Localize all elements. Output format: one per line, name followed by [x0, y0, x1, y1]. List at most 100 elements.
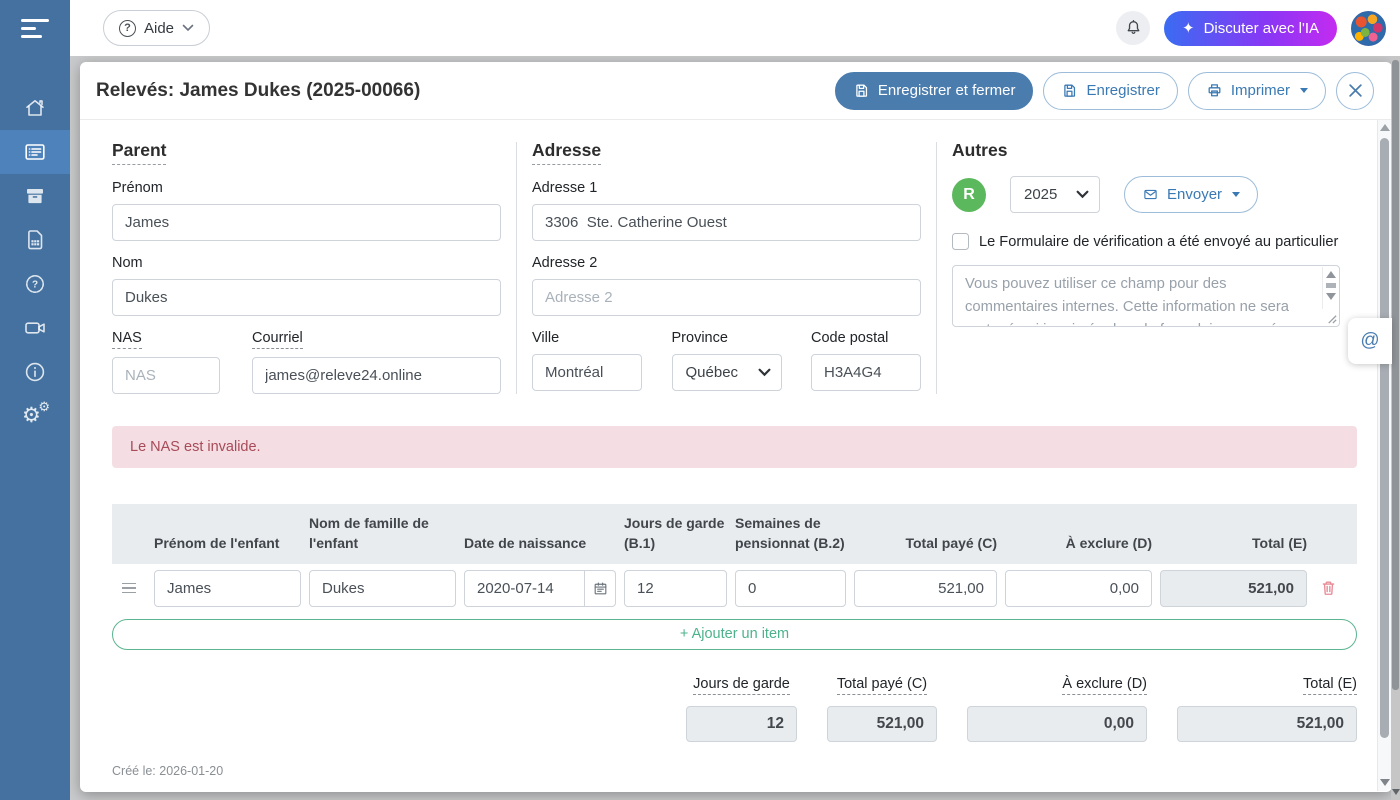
help-button[interactable]: ? Aide: [103, 10, 210, 46]
calendar-icon: [592, 580, 609, 597]
add-item-button[interactable]: + Ajouter un item: [112, 619, 1357, 650]
save-and-close-label: Enregistrer et fermer: [878, 82, 1016, 99]
releve-modal: Relevés: James Dukes (2025-00066) Enregi…: [80, 62, 1392, 792]
address1-field[interactable]: [532, 204, 921, 241]
modal-scrollbar[interactable]: [1377, 120, 1391, 791]
drag-handle-icon[interactable]: [112, 583, 146, 594]
nas-field[interactable]: [112, 357, 220, 394]
verification-sent-checkbox[interactable]: [952, 233, 969, 250]
province-label: Province: [672, 330, 782, 346]
email-label: Courriel: [252, 330, 501, 349]
status-badge: R: [952, 178, 986, 212]
validation-alert: Le NAS est invalide.: [112, 426, 1357, 468]
summary-care-days-value: 12: [686, 706, 797, 742]
calendar-button[interactable]: [585, 570, 616, 607]
address2-label: Adresse 2: [532, 255, 921, 271]
address1-label: Adresse 1: [532, 180, 921, 196]
menu-toggle-button[interactable]: [0, 0, 70, 56]
sidebar-item-settings[interactable]: ⚙ ⚙: [0, 394, 70, 438]
archive-box-icon: [23, 184, 47, 208]
print-label: Imprimer: [1231, 82, 1290, 99]
bell-icon: [1124, 18, 1143, 38]
address2-field[interactable]: [532, 279, 921, 316]
resize-handle-icon[interactable]: [1326, 313, 1337, 324]
page-title: Relevés: James Dukes (2025-00066): [96, 80, 420, 102]
save-and-close-button[interactable]: Enregistrer et fermer: [835, 72, 1034, 110]
scroll-down-icon: [1392, 789, 1400, 795]
nas-label: NAS: [112, 330, 220, 349]
svg-text:?: ?: [32, 279, 38, 290]
others-heading: Autres: [952, 140, 1007, 164]
scrollbar-thumb[interactable]: [1380, 138, 1389, 738]
home-icon: [23, 96, 47, 120]
modal-body: Parent Prénom Nom NAS Courriel: [80, 120, 1392, 792]
address-heading: Adresse: [532, 140, 601, 165]
internal-notes-textarea[interactable]: Vous pouvez utiliser ce champ pour des c…: [952, 265, 1340, 327]
city-field[interactable]: [532, 354, 642, 391]
trash-icon: [1319, 578, 1338, 598]
summary-total-value: 521,00: [1177, 706, 1357, 742]
vertical-divider: [516, 142, 517, 394]
email-field[interactable]: [252, 357, 501, 394]
chat-ai-button[interactable]: ✦ Discuter avec l'IA: [1164, 11, 1337, 46]
sidebar-item-home[interactable]: [0, 86, 70, 130]
col-excluded: À exclure (D): [1005, 533, 1152, 553]
parent-heading: Parent: [112, 140, 166, 165]
textarea-scrollbar[interactable]: [1322, 267, 1338, 309]
delete-row-button[interactable]: [1315, 578, 1341, 598]
last-name-field[interactable]: [112, 279, 501, 316]
scrollbar-thumb[interactable]: [1392, 60, 1399, 690]
total-paid-field[interactable]: [854, 570, 997, 607]
summary-excluded-value: 0,00: [967, 706, 1147, 742]
help-label: Aide: [144, 20, 174, 37]
col-boarding-weeks: Semaines de pensionnat (B.2): [735, 513, 846, 554]
sidebar-item-info[interactable]: [0, 350, 70, 394]
address-section: Adresse Adresse 1 Adresse 2 Ville Provin…: [532, 140, 921, 394]
birth-date-field[interactable]: [464, 570, 585, 607]
send-button[interactable]: Envoyer: [1124, 176, 1258, 213]
child-first-name-field[interactable]: [154, 570, 301, 607]
send-label: Envoyer: [1167, 186, 1222, 203]
user-avatar[interactable]: [1351, 11, 1386, 46]
chat-ai-label: Discuter avec l'IA: [1204, 20, 1319, 37]
boarding-weeks-field[interactable]: [735, 570, 846, 607]
year-value: 2025: [1024, 186, 1057, 203]
postal-code-label: Code postal: [811, 330, 921, 346]
modal-header: Relevés: James Dukes (2025-00066) Enregi…: [80, 62, 1392, 120]
scroll-up-icon: [1326, 271, 1336, 278]
sidebar-item-documents[interactable]: [0, 218, 70, 262]
table-row: [112, 570, 1357, 607]
sidebar-item-help[interactable]: ?: [0, 262, 70, 306]
list-card-icon: [23, 140, 47, 164]
scrollbar-thumb: [1326, 283, 1336, 288]
col-total: Total (E): [1160, 533, 1307, 553]
province-select[interactable]: Québec: [672, 354, 782, 391]
print-button[interactable]: Imprimer: [1188, 72, 1326, 110]
save-button[interactable]: Enregistrer: [1043, 72, 1177, 110]
sidebar-item-videos[interactable]: [0, 306, 70, 350]
children-table-header: Prénom de l'enfant Nom de famille de l'e…: [112, 504, 1357, 564]
last-name-label: Nom: [112, 255, 501, 271]
summary-total-paid-value: 521,00: [827, 706, 937, 742]
question-badge-icon: ?: [23, 272, 47, 296]
year-select[interactable]: 2025: [1010, 176, 1100, 213]
summary-care-days-label: Jours de garde: [686, 676, 797, 695]
care-days-field[interactable]: [624, 570, 727, 607]
excluded-field[interactable]: [1005, 570, 1152, 607]
sidebar-item-releves[interactable]: [0, 130, 70, 174]
info-circle-icon: [23, 360, 47, 384]
sparkles-icon: ✦: [1182, 21, 1195, 36]
notifications-button[interactable]: [1116, 11, 1150, 45]
verification-sent-label: Le Formulaire de vérification a été envo…: [979, 234, 1338, 250]
caret-down-icon: [1300, 88, 1308, 93]
printer-icon: [1206, 82, 1223, 99]
video-camera-icon: [23, 316, 47, 340]
sidebar-item-archive[interactable]: [0, 174, 70, 218]
page-scrollbar[interactable]: [1391, 56, 1400, 800]
close-button[interactable]: [1336, 72, 1374, 110]
postal-code-field[interactable]: [811, 354, 921, 391]
child-last-name-field[interactable]: [309, 570, 456, 607]
save-label: Enregistrer: [1086, 82, 1159, 99]
first-name-field[interactable]: [112, 204, 501, 241]
mentions-fab[interactable]: @: [1348, 318, 1392, 364]
